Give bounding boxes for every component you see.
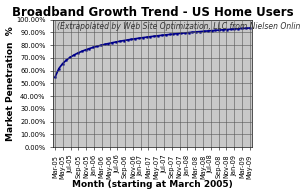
X-axis label: Month (starting at March 2005): Month (starting at March 2005) [72,180,233,190]
Title: Broadband Growth Trend - US Home Users: Broadband Growth Trend - US Home Users [12,5,293,19]
Y-axis label: Market Penetration  %: Market Penetration % [6,26,15,141]
Text: (Extrapolated by Web Site Optimization, LLC from Nielsen Online data): (Extrapolated by Web Site Optimization, … [57,22,300,31]
